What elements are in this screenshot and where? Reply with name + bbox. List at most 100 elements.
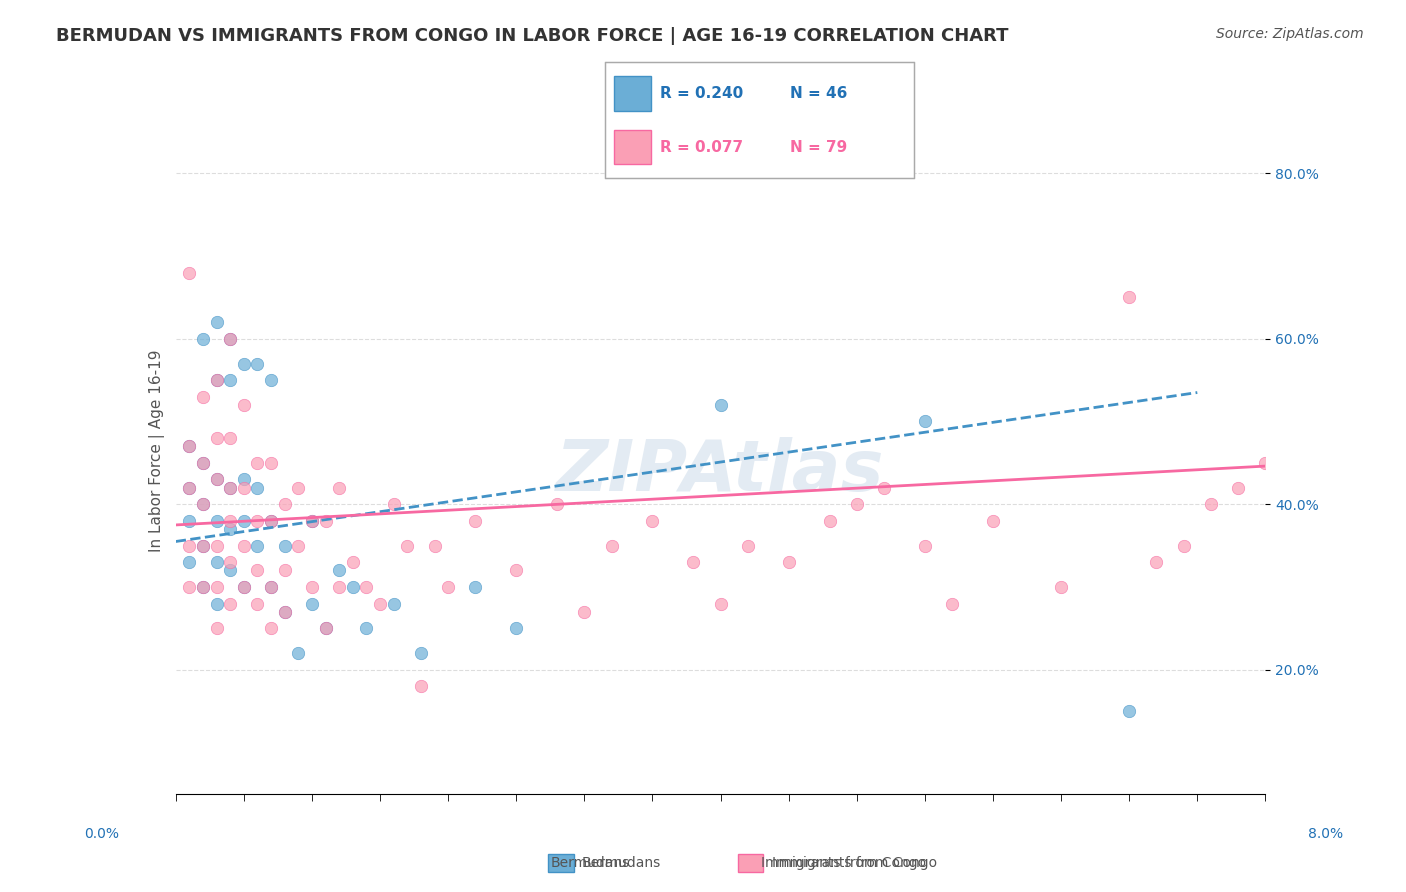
Text: N = 79: N = 79 xyxy=(790,139,848,154)
Point xyxy=(205,514,228,528)
Point xyxy=(368,597,391,611)
Point xyxy=(409,679,432,693)
Point xyxy=(179,580,201,594)
Text: Bermudans: Bermudans xyxy=(582,856,661,870)
Point xyxy=(191,539,214,553)
Point xyxy=(981,514,1004,528)
Point xyxy=(342,580,364,594)
Point xyxy=(328,481,350,495)
Point xyxy=(191,580,214,594)
Point xyxy=(1199,497,1222,511)
Point xyxy=(260,580,283,594)
Point xyxy=(464,514,486,528)
Point xyxy=(219,555,242,569)
Point xyxy=(914,415,936,429)
Point xyxy=(191,456,214,470)
Point xyxy=(246,357,269,371)
Text: 0.0%: 0.0% xyxy=(84,827,120,841)
Point xyxy=(1281,514,1303,528)
Point xyxy=(232,481,254,495)
Point xyxy=(260,456,283,470)
Point xyxy=(437,580,460,594)
Point xyxy=(205,315,228,329)
Point xyxy=(205,431,228,445)
Point xyxy=(219,514,242,528)
Point xyxy=(1227,481,1250,495)
Point xyxy=(382,497,405,511)
Text: R = 0.240: R = 0.240 xyxy=(661,87,744,102)
Point xyxy=(682,555,704,569)
Text: Immigrants from Congo: Immigrants from Congo xyxy=(761,856,927,871)
Point xyxy=(1254,456,1277,470)
Point xyxy=(205,539,228,553)
Point xyxy=(287,539,309,553)
Point xyxy=(274,605,297,619)
Point xyxy=(179,439,201,453)
Point xyxy=(260,514,283,528)
Point xyxy=(179,539,201,553)
Point xyxy=(232,398,254,412)
Point xyxy=(179,555,201,569)
Point xyxy=(1322,555,1344,569)
Point xyxy=(301,514,323,528)
Point xyxy=(219,522,242,536)
Point xyxy=(356,621,378,635)
Point xyxy=(205,373,228,387)
Point xyxy=(315,514,337,528)
Point xyxy=(219,332,242,346)
Point xyxy=(246,481,269,495)
Point xyxy=(179,266,201,280)
Point xyxy=(1050,580,1073,594)
Point xyxy=(191,497,214,511)
Point xyxy=(315,621,337,635)
Point xyxy=(219,481,242,495)
Point xyxy=(219,597,242,611)
Text: 8.0%: 8.0% xyxy=(1308,827,1343,841)
Point xyxy=(191,497,214,511)
Point xyxy=(301,514,323,528)
Point xyxy=(423,539,446,553)
Point xyxy=(246,539,269,553)
Point xyxy=(219,373,242,387)
Point xyxy=(941,597,963,611)
Point xyxy=(342,555,364,569)
Point xyxy=(260,580,283,594)
Point xyxy=(328,580,350,594)
Point xyxy=(205,621,228,635)
Point xyxy=(274,564,297,578)
Text: Source: ZipAtlas.com: Source: ZipAtlas.com xyxy=(1216,27,1364,41)
Point xyxy=(1118,704,1140,718)
Point xyxy=(873,481,896,495)
Point xyxy=(1118,290,1140,304)
Point xyxy=(818,514,841,528)
Bar xyxy=(738,855,763,872)
Point xyxy=(191,580,214,594)
Bar xyxy=(548,855,574,872)
Point xyxy=(205,597,228,611)
Point xyxy=(219,564,242,578)
Point xyxy=(205,580,228,594)
Point xyxy=(737,539,759,553)
Point xyxy=(232,514,254,528)
Point xyxy=(505,564,527,578)
Point xyxy=(396,539,419,553)
Point xyxy=(287,481,309,495)
Point xyxy=(191,539,214,553)
Point xyxy=(246,597,269,611)
Point xyxy=(914,539,936,553)
Point xyxy=(356,580,378,594)
Point xyxy=(328,564,350,578)
Point xyxy=(574,605,596,619)
Bar xyxy=(614,129,651,164)
Point xyxy=(219,481,242,495)
Point xyxy=(219,431,242,445)
Point xyxy=(179,514,201,528)
Point xyxy=(464,580,486,594)
Point xyxy=(246,514,269,528)
Point xyxy=(382,597,405,611)
Point xyxy=(179,481,201,495)
Point xyxy=(246,564,269,578)
Point xyxy=(710,398,733,412)
Point xyxy=(179,439,201,453)
Point xyxy=(205,373,228,387)
